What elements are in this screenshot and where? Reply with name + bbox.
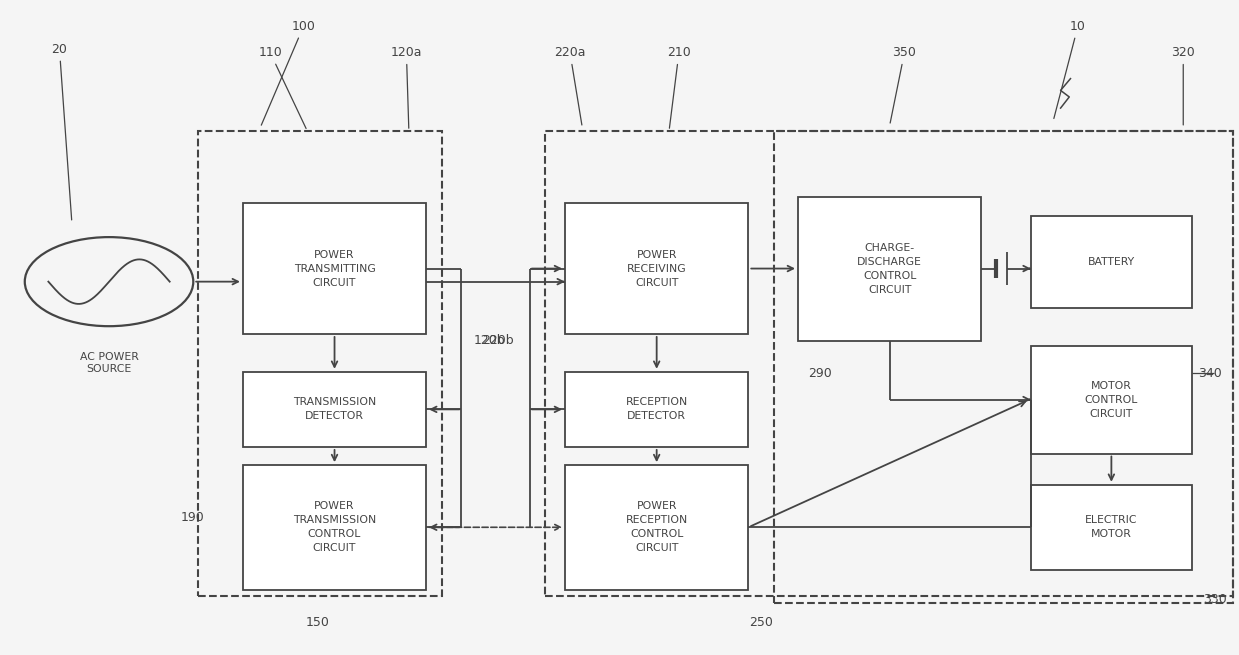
Text: MOTOR
CONTROL
CIRCUIT: MOTOR CONTROL CIRCUIT — [1084, 381, 1139, 419]
FancyBboxPatch shape — [565, 371, 748, 447]
Text: 290: 290 — [808, 367, 831, 380]
Text: 220a: 220a — [554, 46, 586, 125]
FancyBboxPatch shape — [1031, 485, 1192, 570]
Text: 120b: 120b — [473, 334, 506, 347]
Text: TRANSMISSION
DETECTOR: TRANSMISSION DETECTOR — [292, 398, 377, 421]
Text: 120a: 120a — [390, 46, 422, 128]
Text: 10: 10 — [1054, 20, 1085, 119]
FancyBboxPatch shape — [565, 465, 748, 590]
Text: POWER
RECEPTION
CONTROL
CIRCUIT: POWER RECEPTION CONTROL CIRCUIT — [626, 501, 688, 553]
Text: 250: 250 — [748, 616, 773, 629]
Text: 350: 350 — [890, 46, 917, 123]
Text: POWER
RECEIVING
CIRCUIT: POWER RECEIVING CIRCUIT — [627, 250, 686, 288]
Text: POWER
TRANSMISSION
CONTROL
CIRCUIT: POWER TRANSMISSION CONTROL CIRCUIT — [292, 501, 377, 553]
FancyBboxPatch shape — [798, 196, 981, 341]
Text: 20: 20 — [52, 43, 72, 220]
FancyBboxPatch shape — [243, 371, 426, 447]
FancyBboxPatch shape — [565, 203, 748, 334]
Text: 320: 320 — [1171, 46, 1196, 125]
Text: POWER
TRANSMITTING
CIRCUIT: POWER TRANSMITTING CIRCUIT — [294, 250, 375, 288]
Text: 340: 340 — [1198, 367, 1222, 380]
FancyBboxPatch shape — [1031, 216, 1192, 308]
Text: AC POWER
SOURCE: AC POWER SOURCE — [79, 352, 139, 374]
FancyBboxPatch shape — [243, 465, 426, 590]
FancyBboxPatch shape — [243, 203, 426, 334]
Text: CHARGE-
DISCHARGE
CONTROL
CIRCUIT: CHARGE- DISCHARGE CONTROL CIRCUIT — [857, 242, 922, 295]
Text: BATTERY: BATTERY — [1088, 257, 1135, 267]
Text: ELECTRIC
MOTOR: ELECTRIC MOTOR — [1085, 515, 1137, 539]
Text: 100: 100 — [261, 20, 316, 125]
Text: 150: 150 — [305, 616, 330, 629]
FancyBboxPatch shape — [1031, 346, 1192, 453]
Text: 220b: 220b — [482, 334, 514, 347]
Text: 210: 210 — [667, 46, 691, 128]
Text: 190: 190 — [181, 511, 204, 524]
Text: 330: 330 — [1203, 593, 1227, 606]
Text: RECEPTION
DETECTOR: RECEPTION DETECTOR — [626, 398, 688, 421]
Text: 110: 110 — [258, 46, 306, 128]
